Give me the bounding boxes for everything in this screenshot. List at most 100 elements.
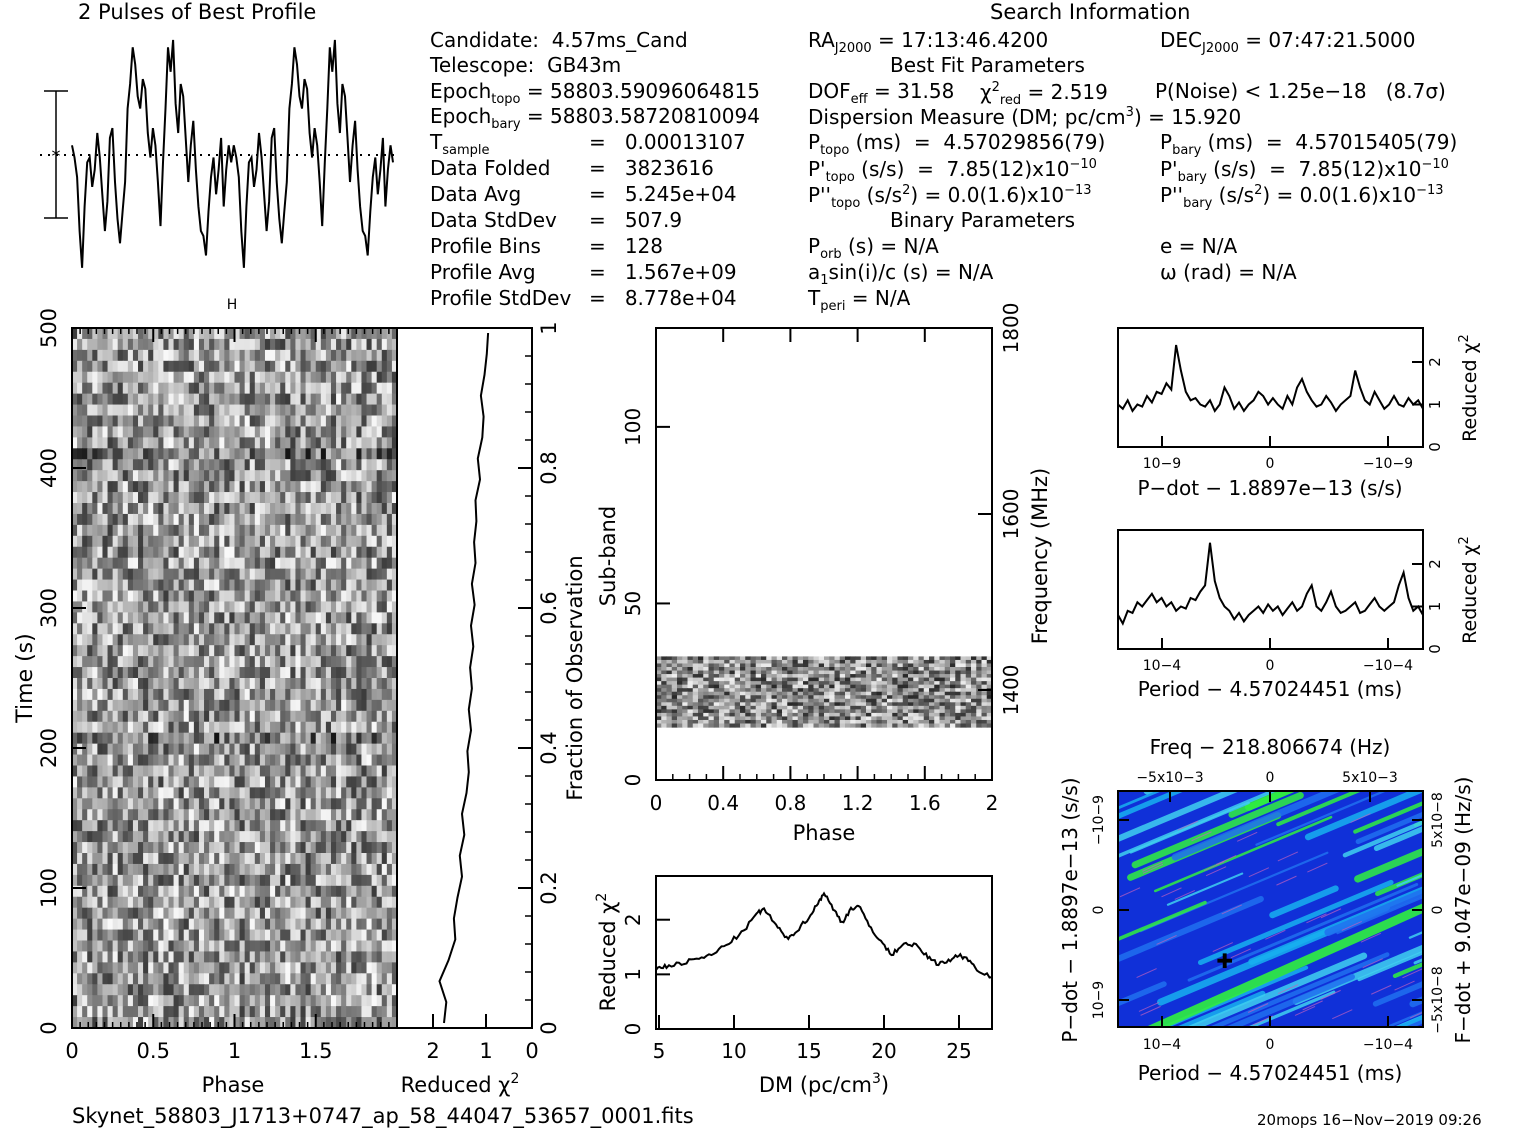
time-phase-cell — [229, 688, 236, 701]
subband-cell — [887, 663, 893, 668]
time-phase-cell — [346, 667, 352, 679]
time-phase-cell — [219, 798, 225, 810]
time-phase-cell — [138, 710, 144, 723]
time-phase-cell — [234, 382, 241, 395]
time-phase-cell — [361, 590, 368, 603]
time-phase-cell — [381, 360, 388, 373]
time-phase-cell — [285, 470, 291, 482]
time-phase-cell — [376, 634, 383, 646]
subband-cell — [813, 684, 820, 689]
time-phase-cell — [72, 1017, 78, 1029]
time-phase-cell — [204, 568, 210, 581]
time-phase-cell — [234, 1006, 241, 1018]
time-phase-cell — [275, 568, 281, 581]
time-phase-cell — [224, 382, 231, 395]
time-phase-cell — [234, 404, 241, 417]
subband-cell — [766, 670, 773, 675]
time-phase-cell — [102, 590, 109, 603]
time-phase-cell — [325, 896, 332, 909]
time-phase-cell — [127, 678, 134, 690]
subband-cell — [818, 659, 825, 665]
subband-cell — [871, 677, 878, 682]
time-phase-cell — [138, 426, 144, 438]
time-phase-cell — [117, 874, 124, 887]
time-phase-cell — [198, 853, 205, 865]
subband-cell — [876, 667, 883, 672]
time-phase-cell — [234, 371, 241, 384]
time-phase-cell — [183, 820, 190, 832]
time-phase-cell — [315, 984, 322, 996]
time-phase-cell — [310, 667, 317, 679]
subband-cell — [797, 677, 804, 682]
time-phase-cell — [320, 929, 327, 942]
time-phase-cell — [341, 503, 347, 515]
time-phase-cell — [346, 393, 352, 406]
time-phase-cell — [386, 612, 393, 624]
time-phase-cell — [351, 568, 357, 581]
time-phase-cell — [148, 328, 154, 340]
time-phase-cell — [107, 907, 114, 920]
time-phase-cell — [97, 721, 104, 734]
time-phase-cell — [224, 907, 231, 920]
time-phase-cell — [315, 437, 322, 449]
time-phase-cell — [315, 634, 322, 646]
time-phase-cell — [239, 524, 246, 537]
time-phase-cell — [310, 470, 317, 482]
time-phase-cell — [214, 382, 220, 395]
time-phase-cell — [163, 820, 170, 832]
time-phase-cell — [173, 678, 180, 690]
time-phase-cell — [224, 973, 231, 985]
time-phase-cell — [356, 831, 363, 843]
time-phase-cell — [209, 590, 215, 603]
time-phase-cell — [386, 721, 393, 734]
time-phase-cell — [82, 371, 88, 384]
time-phase-cell — [325, 415, 332, 428]
time-phase-cell — [82, 557, 88, 570]
subband-cell — [908, 663, 914, 668]
time-phase-cell — [193, 1017, 200, 1029]
time-phase-cell — [330, 426, 337, 438]
time-phase-cell — [295, 874, 302, 887]
time-phase-cell — [168, 656, 175, 668]
time-phase-cell — [163, 710, 170, 723]
time-phase-cell — [371, 437, 378, 449]
time-phase-cell — [361, 470, 368, 482]
time-phase-cell — [148, 962, 154, 974]
time-phase-cell — [285, 492, 291, 504]
time-phase-cell — [249, 481, 256, 493]
time-phase-cell — [92, 940, 98, 953]
subband-cell — [897, 681, 904, 686]
time-phase-cell — [77, 874, 83, 887]
subband-cell — [934, 663, 941, 668]
time-phase-cell — [336, 678, 342, 690]
time-phase-cell — [391, 524, 398, 537]
time-phase-cell — [122, 929, 129, 942]
time-phase-cell — [112, 710, 119, 723]
time-phase-cell — [315, 929, 322, 942]
subband-cell — [829, 688, 836, 693]
time-phase-cell — [300, 579, 307, 592]
time-phase-cell — [244, 557, 251, 570]
time-phase-cell — [386, 546, 393, 559]
time-phase-cell — [391, 371, 398, 384]
time-phase-cell — [132, 929, 139, 942]
time-phase-cell — [82, 415, 88, 428]
subband-cell — [703, 677, 710, 682]
subband-cell — [703, 684, 710, 689]
time-phase-cell — [82, 612, 88, 624]
time-phase-cell — [300, 798, 307, 810]
subband-cell — [855, 688, 862, 693]
time-phase-cell — [305, 732, 312, 745]
time-phase-cell — [270, 328, 276, 340]
time-phase-cell — [132, 688, 139, 701]
time-phase-cell — [158, 973, 165, 985]
time-phase-cell — [72, 831, 78, 843]
time-phase-cell — [371, 885, 378, 898]
time-phase-cell — [381, 831, 388, 843]
time-phase-cell — [148, 557, 154, 570]
time-phase-cell — [143, 360, 149, 373]
time-phase-cell — [82, 470, 88, 482]
subband-cell — [918, 684, 925, 689]
time-phase-cell — [219, 328, 225, 340]
